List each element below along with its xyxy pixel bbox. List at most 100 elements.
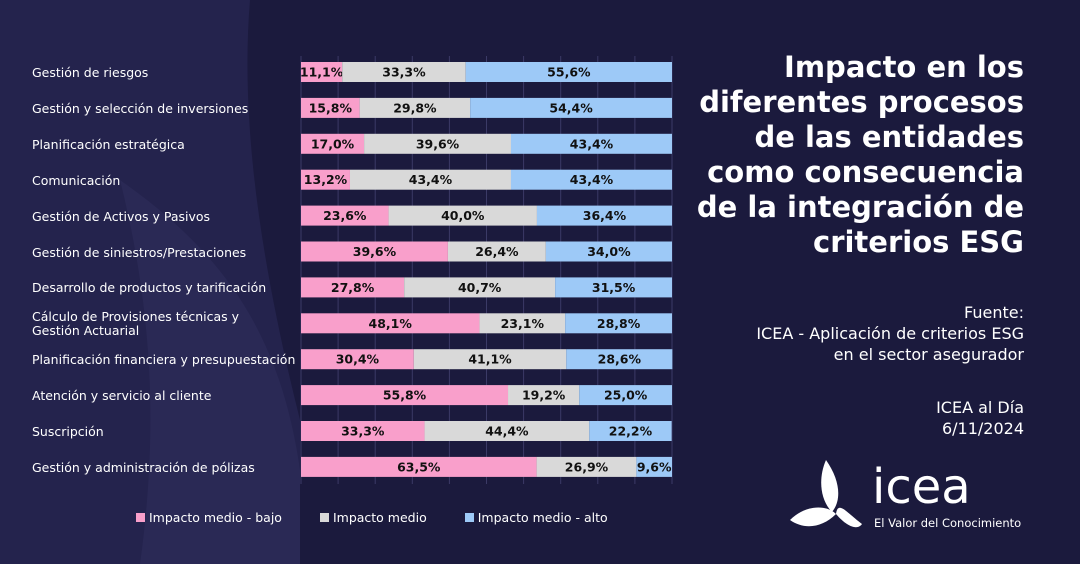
category-label: Desarrollo de productos y tarificación bbox=[32, 280, 267, 296]
legend-swatch bbox=[464, 513, 474, 522]
value-label: 39,6% bbox=[416, 136, 460, 151]
bar-segment bbox=[301, 277, 405, 298]
bar-segment bbox=[301, 241, 448, 262]
publication: ICEA al Día 6/11/2024 bbox=[936, 398, 1024, 438]
bar-segment bbox=[465, 62, 672, 82]
bar-segment bbox=[636, 456, 672, 477]
bar-segment bbox=[359, 97, 471, 118]
category-label: Cálculo de Provisiones técnicas y Gestió… bbox=[32, 309, 240, 339]
legend: Impacto medio - bajo Impacto medio Impacto… bbox=[136, 510, 608, 525]
category-label: Planificación estratégica bbox=[32, 136, 185, 152]
value-label: 23,1% bbox=[501, 316, 545, 331]
value-label: 55,6% bbox=[547, 65, 591, 80]
chart-title: Impacto en los diferentes procesos de la… bbox=[696, 50, 1024, 259]
bar-segment bbox=[301, 205, 389, 226]
value-label: 28,8% bbox=[597, 316, 641, 331]
value-label: 43,4% bbox=[570, 172, 614, 187]
bar-segment bbox=[536, 456, 637, 477]
bar-segment bbox=[301, 385, 509, 406]
value-label: 48,1% bbox=[369, 316, 413, 331]
category-label: Suscripción bbox=[32, 424, 104, 439]
value-label: 30,4% bbox=[336, 352, 380, 367]
bar-segment bbox=[555, 277, 672, 298]
bar-segment bbox=[508, 385, 580, 406]
bar-segment bbox=[342, 62, 466, 82]
bar-segment bbox=[510, 133, 672, 154]
value-label: 22,2% bbox=[609, 424, 653, 439]
logo-tagline: El Valor del Conocimiento bbox=[874, 516, 1022, 530]
value-label: 27,8% bbox=[331, 280, 375, 295]
value-label: 13,2% bbox=[304, 172, 348, 187]
value-label: 36,4% bbox=[583, 208, 627, 223]
value-label: 44,4% bbox=[485, 424, 529, 439]
bar-segment bbox=[536, 205, 672, 226]
category-label: Gestión de riesgos bbox=[32, 65, 149, 80]
category-label: Comunicación bbox=[32, 172, 121, 188]
value-label: 25,0% bbox=[604, 388, 648, 403]
bar-segment bbox=[404, 277, 556, 298]
bar-segment bbox=[470, 97, 672, 118]
bar-segment bbox=[424, 421, 590, 441]
value-label: 39,6% bbox=[353, 244, 397, 259]
bar-segment bbox=[301, 97, 360, 118]
category-label: Atención y servicio al cliente bbox=[32, 388, 212, 404]
value-label: 40,0% bbox=[441, 208, 485, 223]
legend-swatch bbox=[136, 513, 145, 522]
category-label: Planificación financiera y presupuestaci… bbox=[32, 352, 296, 368]
bar-segment bbox=[479, 313, 566, 334]
bar-segment bbox=[301, 349, 414, 370]
category-label: Gestión de Activos y Pasivos bbox=[32, 208, 211, 224]
value-label: 33,3% bbox=[382, 65, 426, 80]
legend-label: Impacto medio - bajo bbox=[149, 510, 282, 525]
bar-segment bbox=[301, 421, 425, 441]
bar-segment bbox=[565, 313, 672, 334]
value-label: 19,2% bbox=[522, 388, 566, 403]
legend-item: Impacto medio - bajo bbox=[136, 510, 282, 525]
category-label: Gestión de siniestros/Prestaciones bbox=[32, 244, 247, 260]
bar-segment bbox=[589, 421, 672, 441]
legend-swatch bbox=[319, 513, 329, 522]
value-label: 26,9% bbox=[565, 459, 609, 474]
value-label: 17,0% bbox=[311, 136, 355, 151]
logo-icon bbox=[790, 460, 862, 528]
value-label: 26,4% bbox=[475, 244, 519, 259]
value-label: 31,5% bbox=[592, 280, 636, 295]
logo-name: icea bbox=[872, 459, 971, 515]
value-label: 15,8% bbox=[309, 100, 353, 115]
bar-segment bbox=[566, 349, 673, 370]
value-label: 23,6% bbox=[323, 208, 367, 223]
value-label: 40,7% bbox=[458, 280, 502, 295]
value-label: 54,4% bbox=[549, 100, 593, 115]
legend-label: Impacto medio - alto bbox=[477, 510, 608, 525]
bar-segment bbox=[447, 241, 546, 262]
bar-segment bbox=[364, 133, 511, 154]
category-label: Gestión y selección de inversiones bbox=[32, 100, 249, 116]
value-label: 43,4% bbox=[570, 136, 614, 151]
legend-item: Impacto medio bbox=[319, 510, 427, 525]
bar-segment bbox=[301, 456, 537, 477]
legend-item: Impacto medio - alto bbox=[464, 510, 608, 525]
value-label: 11,1% bbox=[300, 65, 344, 80]
value-label: 43,4% bbox=[409, 172, 453, 187]
value-label: 28,6% bbox=[598, 352, 642, 367]
value-label: 63,5% bbox=[397, 459, 441, 474]
value-label: 55,8% bbox=[383, 388, 427, 403]
bar-segment bbox=[301, 133, 365, 154]
bar-segment bbox=[579, 385, 672, 406]
background-shape bbox=[120, 180, 300, 564]
source: Fuente: ICEA - Aplicación de criterios E… bbox=[756, 303, 1024, 364]
value-label: 29,8% bbox=[393, 100, 437, 115]
legend-label: Impacto medio bbox=[332, 510, 427, 525]
value-label: 41,1% bbox=[468, 352, 512, 367]
category-label: Gestión y administración de pólizas bbox=[32, 459, 255, 475]
bar-segment bbox=[413, 349, 567, 370]
bar-segment bbox=[545, 241, 672, 262]
bar-segment bbox=[301, 169, 350, 190]
bar-segment bbox=[510, 169, 672, 190]
value-label: 34,0% bbox=[587, 244, 631, 259]
bar-segment bbox=[301, 62, 343, 82]
bar-segment bbox=[301, 313, 480, 334]
value-label: 33,3% bbox=[341, 424, 385, 439]
